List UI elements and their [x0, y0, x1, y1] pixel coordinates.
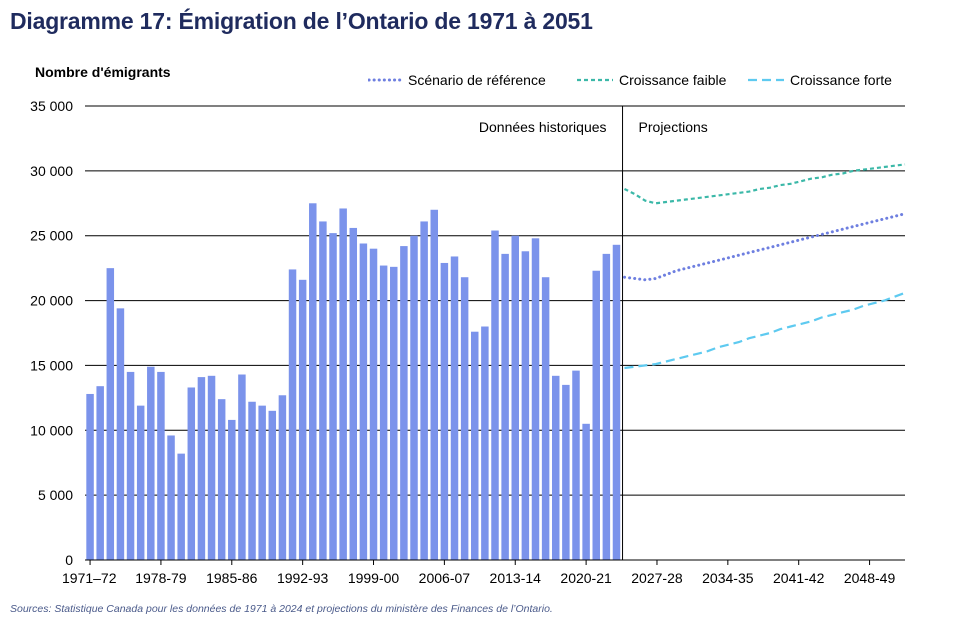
historical-bar: [238, 374, 246, 560]
historical-bar: [106, 268, 115, 560]
x-tick-label: 1978-79: [135, 570, 187, 586]
historical-bar: [319, 221, 327, 560]
source-note: Sources: Statistique Canada pour les don…: [10, 603, 553, 615]
historical-bar: [349, 227, 358, 560]
x-tick-label: 1992-93: [277, 570, 329, 586]
historical-bar: [278, 395, 287, 560]
historical-bar: [157, 371, 165, 560]
historical-bar: [379, 265, 388, 560]
historical-bar: [197, 377, 206, 560]
y-tick-label: 5 000: [38, 487, 73, 503]
y-tick-label: 15 000: [30, 357, 73, 373]
historical-bar: [96, 386, 104, 560]
historical-bar: [369, 248, 378, 560]
x-tick-label: 2027-28: [631, 570, 683, 586]
historical-bar: [582, 423, 590, 560]
historical-bar: [410, 235, 418, 560]
legend-high-label: Croissance forte: [790, 72, 892, 88]
historical-bar: [420, 221, 428, 560]
historical-bar: [147, 366, 155, 560]
legend-high-swatch: [748, 78, 784, 82]
historical-bar: [177, 453, 185, 560]
series-reference-line: [623, 212, 907, 282]
series-low-line: [624, 163, 906, 205]
historical-bar: [511, 235, 519, 560]
legend-low-swatch: [577, 78, 613, 82]
x-tick-label: 2034-35: [702, 570, 754, 586]
chart-title: Diagramme 17: Émigration de l’Ontario de…: [10, 8, 593, 34]
historical-bar: [531, 238, 540, 560]
y-axis-label: Nombre d'émigrants: [35, 64, 171, 80]
x-tick-label: 2048-49: [844, 570, 896, 586]
section-label-historical: Données historiques: [479, 119, 607, 135]
historical-bar: [288, 269, 297, 560]
historical-bar: [187, 387, 196, 560]
x-tick-label: 1999-00: [348, 570, 400, 586]
x-tick-label: 1985-86: [206, 570, 258, 586]
historical-bar: [167, 435, 175, 560]
historical-bar: [471, 331, 479, 560]
historical-bar: [207, 375, 216, 560]
x-tick-label: 2020-21: [560, 570, 612, 586]
historical-bar: [440, 262, 449, 560]
historical-bar: [86, 393, 94, 560]
x-tick-label: 2006-07: [419, 570, 471, 586]
historical-bar: [126, 371, 135, 560]
historical-bar: [602, 253, 611, 561]
y-tick-label: 35 000: [30, 98, 73, 114]
historical-bar: [329, 233, 337, 560]
historical-bar: [298, 279, 307, 560]
historical-bar: [521, 251, 530, 560]
legend-low: Croissance faible: [577, 71, 726, 89]
historical-bar: [481, 326, 489, 560]
y-tick-label: 10 000: [30, 422, 73, 438]
historical-bar: [430, 209, 439, 560]
y-tick-label: 20 000: [30, 293, 73, 309]
historical-bar: [460, 277, 469, 560]
historical-bar: [491, 230, 499, 561]
section-label-projections: Projections: [639, 119, 708, 135]
historical-bar: [541, 277, 550, 560]
historical-bar: [592, 270, 600, 560]
historical-bar: [400, 246, 408, 560]
historical-bar: [450, 256, 459, 560]
y-tick-label: 0: [65, 552, 73, 568]
historical-bar: [612, 244, 621, 560]
y-tick-label: 30 000: [30, 163, 73, 179]
historical-bar: [268, 410, 277, 560]
x-tick-label: 1971–72: [62, 570, 117, 586]
historical-bar: [501, 253, 509, 561]
legend-reference-swatch: [368, 78, 402, 82]
historical-bar: [217, 399, 226, 560]
legend-low-label: Croissance faible: [619, 72, 727, 88]
historical-bar: [339, 208, 347, 560]
historical-bar: [228, 419, 236, 560]
legend-high: Croissance forte: [748, 71, 892, 89]
x-tick-label: 2013-14: [490, 570, 542, 586]
legend-reference-label: Scénario de référence: [408, 72, 546, 88]
historical-bar: [390, 266, 398, 560]
y-tick-label: 25 000: [30, 228, 73, 244]
historical-bar: [116, 308, 125, 560]
historical-bar: [309, 203, 317, 561]
historical-bar: [359, 243, 368, 561]
historical-bar: [562, 384, 570, 560]
historical-bar: [136, 405, 145, 560]
historical-bar: [248, 401, 256, 560]
historical-bar: [258, 405, 266, 560]
x-tick-label: 2041-42: [773, 570, 825, 586]
historical-bar: [551, 375, 560, 560]
legend-reference: Scénario de référence: [368, 71, 546, 89]
historical-bar: [572, 370, 580, 560]
series-high-line: [624, 291, 906, 370]
